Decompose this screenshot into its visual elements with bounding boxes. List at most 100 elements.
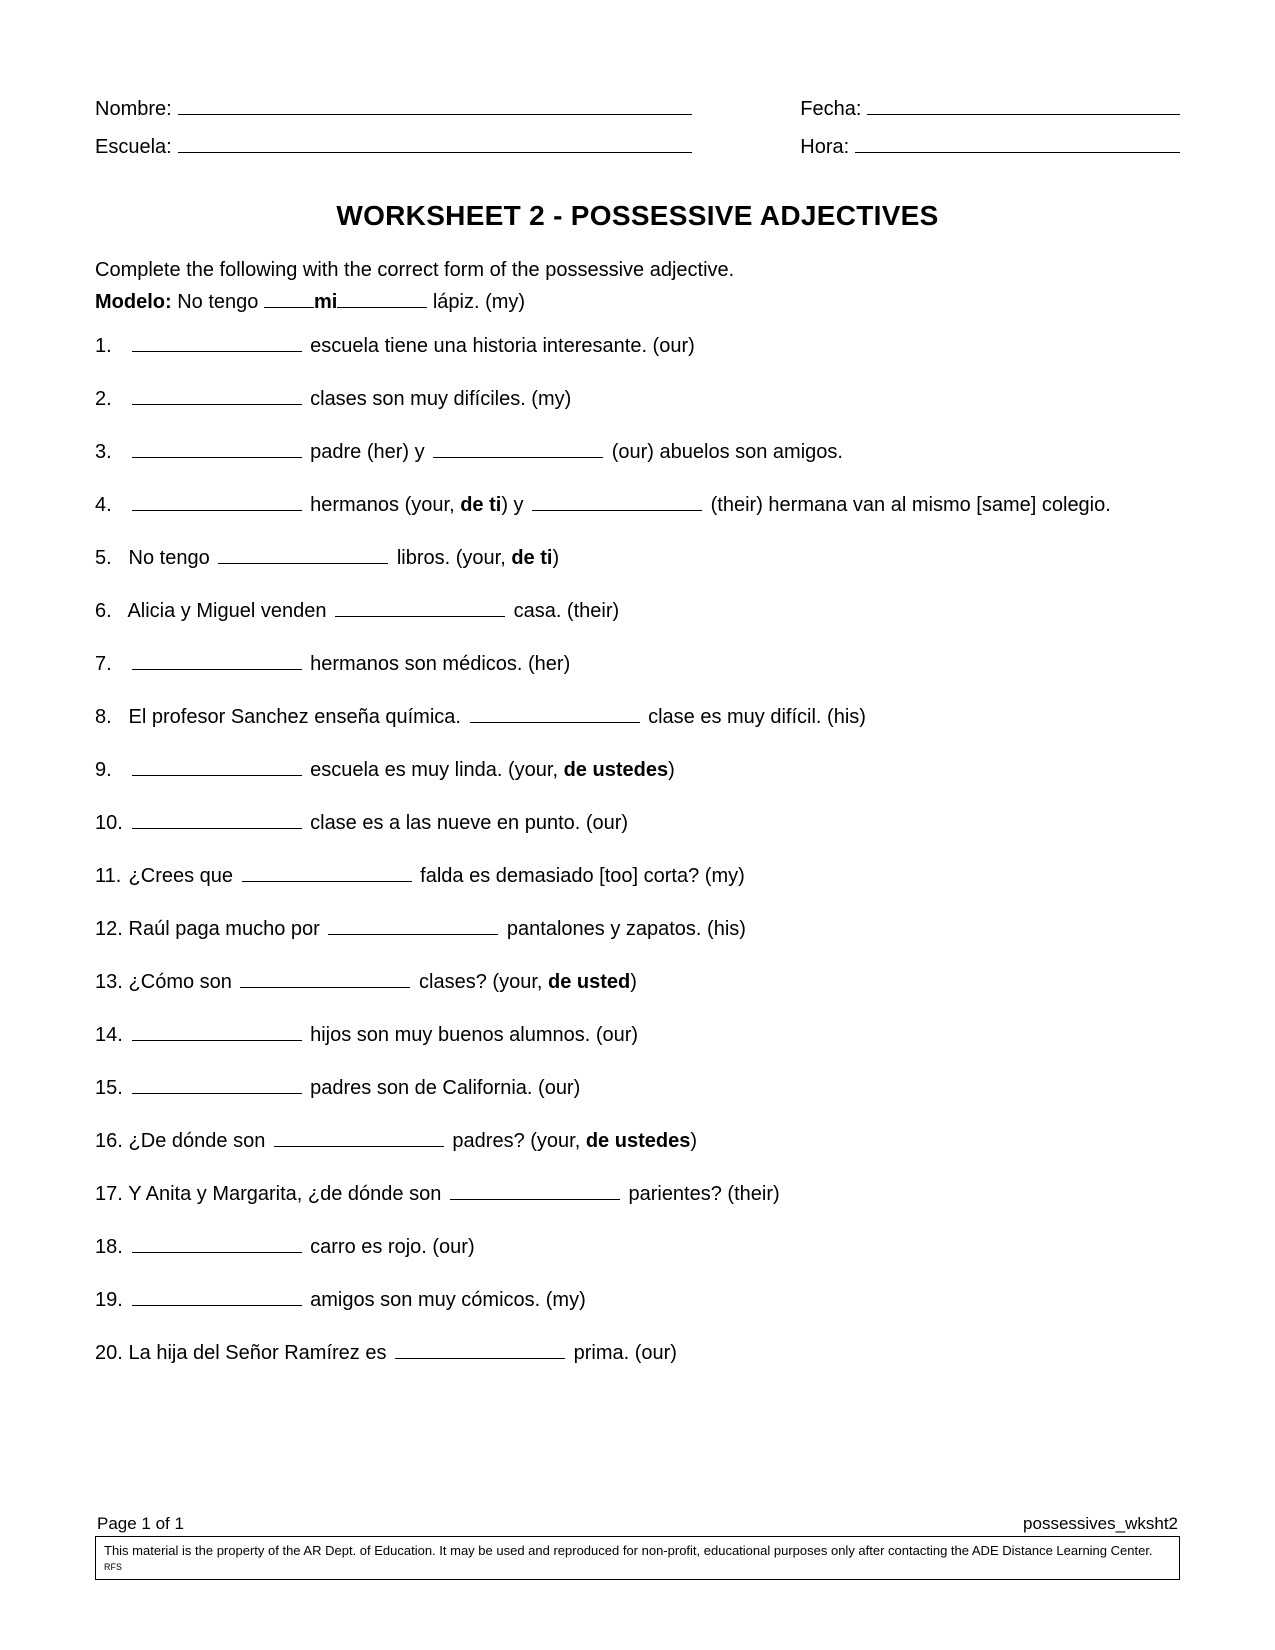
question-text xyxy=(123,812,129,834)
question-number: 20. xyxy=(95,1340,123,1367)
answer-blank[interactable] xyxy=(132,385,302,405)
doc-name: possessives_wksht2 xyxy=(1023,1514,1178,1534)
answer-blank[interactable] xyxy=(132,1286,302,1306)
question-text: ) y xyxy=(501,494,529,516)
question-text: (our) abuelos son amigos. xyxy=(606,441,843,463)
question-text: padre (her) y xyxy=(305,441,431,463)
answer-blank[interactable] xyxy=(132,491,302,511)
question-number: 18. xyxy=(95,1234,123,1261)
question-text xyxy=(123,759,129,781)
question-text xyxy=(123,1024,129,1046)
answer-blank[interactable] xyxy=(335,597,505,617)
question-item: 14. hijos son muy buenos alumnos. (our) xyxy=(95,1021,1180,1049)
question-text: (their) hermana van al mismo [same] cole… xyxy=(705,494,1111,516)
question-item: 19. amigos son muy cómicos. (my) xyxy=(95,1286,1180,1314)
answer-blank[interactable] xyxy=(470,703,640,723)
question-text: padres? (your, xyxy=(447,1130,586,1152)
question-text: ¿Cómo son xyxy=(123,971,237,993)
question-text xyxy=(123,1289,129,1311)
answer-blank[interactable] xyxy=(450,1180,620,1200)
question-text: Raúl paga mucho por xyxy=(123,918,325,940)
questions-list: 1. escuela tiene una historia interesant… xyxy=(95,332,1180,1367)
answer-blank[interactable] xyxy=(132,809,302,829)
question-number: 2. xyxy=(95,386,123,413)
footer-disclaimer-box: This material is the property of the AR … xyxy=(95,1536,1180,1580)
question-number: 1. xyxy=(95,333,123,360)
page-number: Page 1 of 1 xyxy=(97,1514,184,1534)
question-text: parientes? (their) xyxy=(623,1183,780,1205)
hour-field-line: Hora: xyxy=(800,128,1180,166)
question-item: 7. hermanos son médicos. (her) xyxy=(95,650,1180,678)
modelo-pre: No tengo xyxy=(172,291,264,313)
answer-blank[interactable] xyxy=(274,1127,444,1147)
question-number: 19. xyxy=(95,1287,123,1314)
footer-rfs: RFS xyxy=(104,1562,122,1572)
question-text: ) xyxy=(668,759,675,781)
question-bold-text: de ustedes xyxy=(586,1130,690,1152)
school-label: Escuela: xyxy=(95,128,172,166)
question-number: 15. xyxy=(95,1075,123,1102)
modelo-blank-left xyxy=(264,288,314,308)
name-field-line: Nombre: xyxy=(95,90,692,128)
name-blank[interactable] xyxy=(178,95,692,115)
school-blank[interactable] xyxy=(178,133,692,153)
modelo-post: lápiz. (my) xyxy=(427,291,525,313)
answer-blank[interactable] xyxy=(132,650,302,670)
answer-blank[interactable] xyxy=(132,438,302,458)
question-number: 7. xyxy=(95,651,123,678)
question-text: escuela tiene una historia interesante. … xyxy=(305,335,695,357)
answer-blank[interactable] xyxy=(395,1339,565,1359)
date-blank[interactable] xyxy=(867,95,1180,115)
answer-blank[interactable] xyxy=(328,915,498,935)
question-item: 6. Alicia y Miguel venden casa. (their) xyxy=(95,597,1180,625)
question-number: 9. xyxy=(95,757,123,784)
answer-blank[interactable] xyxy=(132,756,302,776)
answer-blank[interactable] xyxy=(433,438,603,458)
question-text: amigos son muy cómicos. (my) xyxy=(305,1289,586,1311)
school-field-line: Escuela: xyxy=(95,128,692,166)
answer-blank[interactable] xyxy=(218,544,388,564)
question-item: 12. Raúl paga mucho por pantalones y zap… xyxy=(95,915,1180,943)
modelo-blank-right xyxy=(337,288,427,308)
date-label: Fecha: xyxy=(800,90,861,128)
question-text: padres son de California. (our) xyxy=(305,1077,581,1099)
question-item: 18. carro es rojo. (our) xyxy=(95,1233,1180,1261)
question-text: libros. (your, xyxy=(391,547,511,569)
question-item: 3. padre (her) y (our) abuelos son amigo… xyxy=(95,438,1180,466)
question-text: clases son muy difíciles. (my) xyxy=(305,388,572,410)
question-number: 13. xyxy=(95,969,123,996)
footer-top: Page 1 of 1 possessives_wksht2 xyxy=(95,1514,1180,1536)
question-text xyxy=(123,388,129,410)
question-text: ¿Crees que xyxy=(123,865,239,887)
question-text: No tengo xyxy=(123,547,215,569)
question-item: 17. Y Anita y Margarita, ¿de dónde son p… xyxy=(95,1180,1180,1208)
answer-blank[interactable] xyxy=(240,968,410,988)
answer-blank[interactable] xyxy=(132,1233,302,1253)
question-number: 8. xyxy=(95,704,123,731)
question-text: hermanos son médicos. (her) xyxy=(305,653,571,675)
question-text: ) xyxy=(690,1130,697,1152)
question-text: carro es rojo. (our) xyxy=(305,1236,475,1258)
question-number: 5. xyxy=(95,545,123,572)
question-item: 4. hermanos (your, de ti) y (their) herm… xyxy=(95,491,1180,519)
worksheet-page: Nombre: Escuela: Fecha: Hora: WORKSHEET … xyxy=(0,0,1275,1650)
question-number: 17. xyxy=(95,1181,123,1208)
answer-blank[interactable] xyxy=(532,491,702,511)
question-bold-text: de usted xyxy=(548,971,630,993)
hour-blank[interactable] xyxy=(855,133,1180,153)
header-left: Nombre: Escuela: xyxy=(95,90,692,166)
question-text: La hija del Señor Ramírez es xyxy=(123,1342,392,1364)
question-number: 6. xyxy=(95,598,123,625)
question-text: clases? (your, xyxy=(413,971,548,993)
name-label: Nombre: xyxy=(95,90,172,128)
question-text: clase es a las nueve en punto. (our) xyxy=(305,812,629,834)
modelo-answer: mi xyxy=(314,291,337,313)
answer-blank[interactable] xyxy=(132,332,302,352)
answer-blank[interactable] xyxy=(132,1021,302,1041)
question-item: 15. padres son de California. (our) xyxy=(95,1074,1180,1102)
question-number: 10. xyxy=(95,810,123,837)
question-number: 11. xyxy=(95,863,123,890)
answer-blank[interactable] xyxy=(242,862,412,882)
question-text xyxy=(123,1236,129,1258)
answer-blank[interactable] xyxy=(132,1074,302,1094)
